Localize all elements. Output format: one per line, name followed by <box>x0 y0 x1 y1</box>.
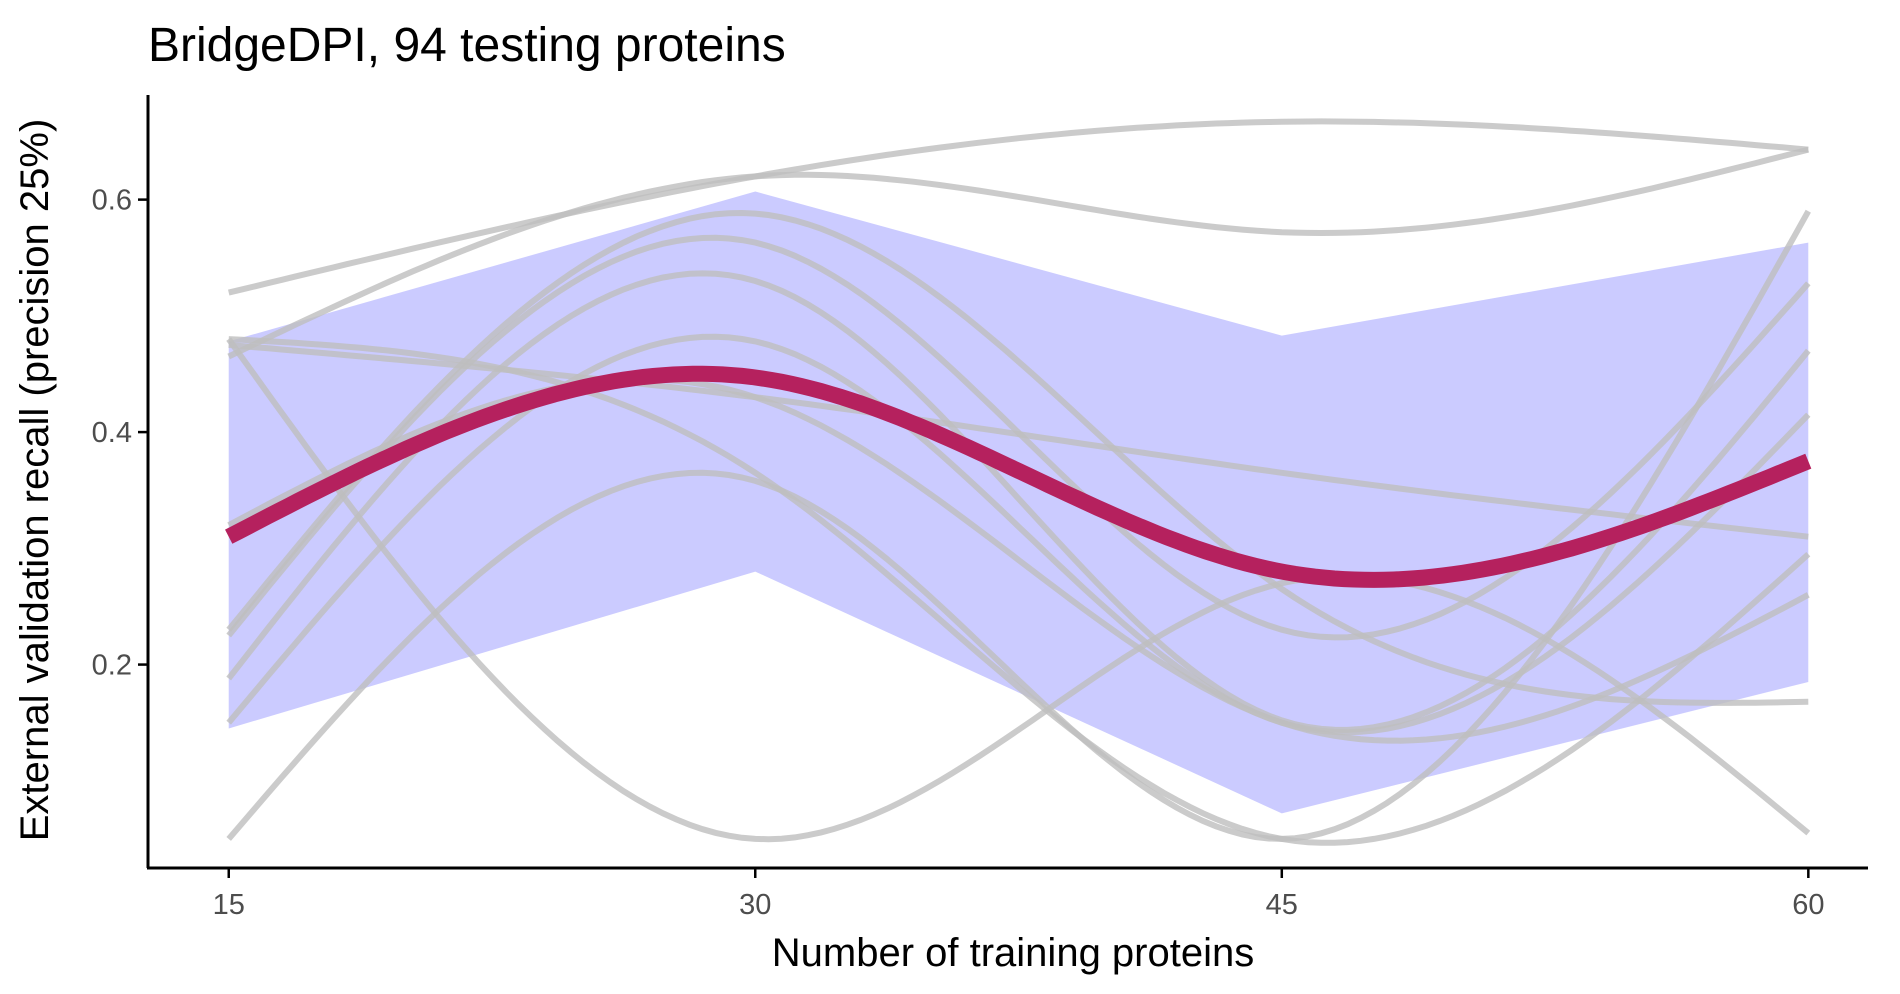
series-line-11 <box>227 376 1810 744</box>
x-tick-label: 60 <box>1792 889 1824 921</box>
x-axis-title: Number of training proteins <box>772 931 1254 975</box>
series-line-4 <box>226 209 1811 842</box>
y-axis-title: External validation recall (precision 25… <box>13 119 57 842</box>
individual-series-layer <box>226 118 1811 846</box>
series-line-9 <box>226 270 1811 733</box>
y-tick-label: 0.4 <box>92 417 132 449</box>
y-tick-label: 0.6 <box>92 185 132 217</box>
ticks-layer: 15 30 45 60 0.2 0.4 0.6 <box>92 185 1825 921</box>
mean-line <box>225 365 1812 588</box>
mean-line-layer <box>225 365 1812 588</box>
y-tick-label: 0.2 <box>92 650 132 682</box>
chart-title: BridgeDPI, 94 testing proteins <box>148 19 786 72</box>
x-tick-label: 30 <box>739 889 771 921</box>
series-line-10 <box>226 333 1811 736</box>
x-tick-label: 45 <box>1266 889 1298 921</box>
series-line-7 <box>226 209 1809 706</box>
series-line-1 <box>227 118 1809 296</box>
axes <box>146 95 1868 870</box>
x-tick-label: 15 <box>213 889 245 921</box>
series-line-2 <box>227 146 1810 360</box>
